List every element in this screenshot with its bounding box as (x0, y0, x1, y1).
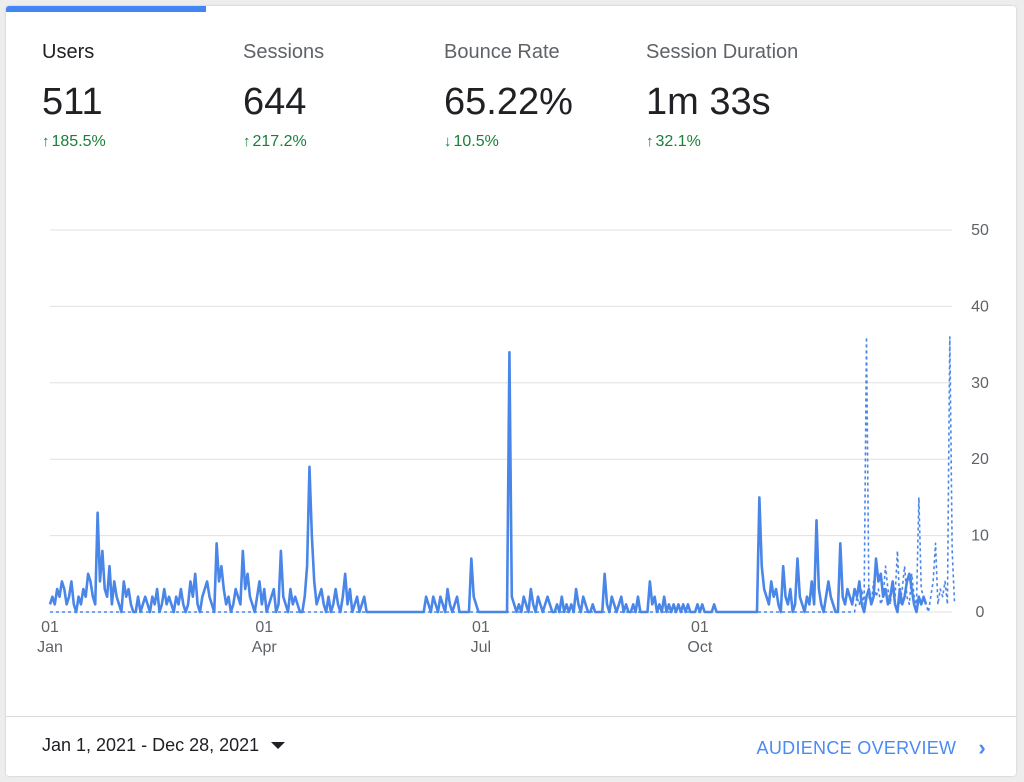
metric-delta: ↓ 10.5% (444, 132, 573, 152)
audience-overview-label: AUDIENCE OVERVIEW (756, 737, 957, 758)
metric-delta-value: 217.2% (252, 133, 307, 150)
arrow-up-icon: ↑ (646, 133, 654, 150)
y-tick-label: 40 (971, 298, 989, 315)
caret-down-icon (271, 742, 286, 749)
audience-overview-link[interactable]: AUDIENCE OVERVIEW › (757, 735, 986, 761)
metric-label: Session Duration (646, 41, 799, 63)
audience-card: Users 511 ↑ 185.5% Sessions 644 ↑ 217.2% B… (6, 6, 1016, 776)
metric-value: 65.22% (444, 81, 573, 123)
x-tick-label: 01 (41, 619, 59, 636)
metric-tab-sessions[interactable]: Sessions 644 ↑ 217.2% (243, 40, 324, 152)
x-tick-label: Jan (37, 639, 63, 656)
users-line-chart: 0 10 20 30 40 50 01 Jan 01 Apr 01 Jul 01 Oct (37, 222, 989, 656)
series-line-dashed (50, 336, 956, 613)
metric-tab-users[interactable]: Users 511 ↑ 185.5% (42, 40, 106, 152)
x-tick-label: Oct (687, 639, 712, 656)
active-tab-indicator (6, 6, 206, 12)
x-tick-label: 01 (691, 619, 709, 636)
metric-delta-value: 10.5% (453, 133, 499, 150)
date-range-dropdown[interactable]: Jan 1, 2021 - Dec 28, 2021 (42, 735, 286, 756)
metric-delta: ↑ 32.1% (646, 132, 798, 152)
x-tick-label: Apr (252, 639, 278, 656)
metric-value: 511 (42, 81, 103, 123)
metric-tab-session-duration[interactable]: Session Duration 1m 33s ↑ 32.1% (646, 40, 798, 152)
arrow-up-icon: ↑ (243, 133, 251, 150)
metric-delta-value: 32.1% (655, 133, 701, 150)
series-line (48, 350, 928, 614)
metric-label: Bounce Rate (444, 41, 560, 63)
y-tick-label: 10 (971, 528, 989, 545)
metric-value: 644 (243, 81, 307, 123)
date-range-label: Jan 1, 2021 - Dec 28, 2021 (42, 735, 260, 755)
metric-delta: ↑ 217.2% (243, 132, 324, 152)
metric-label: Sessions (243, 41, 325, 63)
x-tick-label: 01 (472, 619, 490, 636)
metric-tab-bounce-rate[interactable]: Bounce Rate 65.22% ↓ 10.5% (444, 40, 573, 152)
y-tick-label: 50 (971, 222, 989, 239)
chevron-right-icon: › (978, 735, 986, 760)
x-tick-label: Jul (471, 639, 491, 656)
metric-label: Users (42, 41, 95, 63)
card-footer: Jan 1, 2021 - Dec 28, 2021 AUDIENCE OVER… (6, 716, 1016, 776)
metric-delta: ↑ 185.5% (42, 132, 106, 152)
x-tick-label: 01 (255, 619, 273, 636)
metric-value: 1m 33s (646, 81, 771, 123)
y-tick-label: 20 (971, 451, 989, 468)
y-tick-label: 0 (976, 604, 985, 621)
metric-delta-value: 185.5% (51, 133, 106, 150)
y-tick-label: 30 (971, 375, 989, 392)
arrow-up-icon: ↑ (42, 133, 50, 150)
arrow-down-icon: ↓ (444, 133, 452, 150)
